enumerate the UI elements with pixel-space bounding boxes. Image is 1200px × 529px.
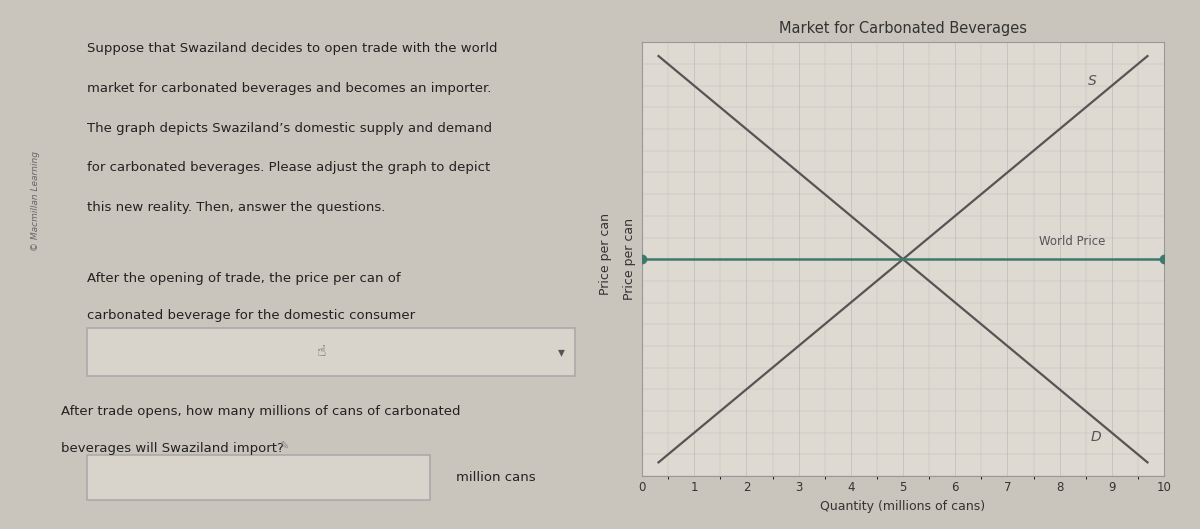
Text: After the opening of trade, the price per can of: After the opening of trade, the price pe… bbox=[86, 272, 401, 286]
Y-axis label: Price per can: Price per can bbox=[624, 218, 636, 300]
Text: market for carbonated beverages and becomes an importer.: market for carbonated beverages and beco… bbox=[86, 82, 491, 95]
Text: S: S bbox=[1088, 75, 1097, 88]
Text: © Macmillan Learning: © Macmillan Learning bbox=[31, 151, 40, 251]
Title: Market for Carbonated Beverages: Market for Carbonated Beverages bbox=[779, 21, 1027, 35]
Text: The graph depicts Swaziland’s domestic supply and demand: The graph depicts Swaziland’s domestic s… bbox=[86, 122, 492, 135]
Text: D: D bbox=[1091, 430, 1102, 444]
Text: ✎: ✎ bbox=[280, 442, 289, 452]
Text: this new reality. Then, answer the questions.: this new reality. Then, answer the quest… bbox=[86, 201, 385, 214]
Text: million cans: million cans bbox=[456, 471, 535, 484]
Text: Suppose that Swaziland decides to open trade with the world: Suppose that Swaziland decides to open t… bbox=[86, 42, 497, 56]
Text: for carbonated beverages. Please adjust the graph to depict: for carbonated beverages. Please adjust … bbox=[86, 161, 490, 175]
Text: ▾: ▾ bbox=[558, 345, 565, 359]
Text: After trade opens, how many millions of cans of carbonated: After trade opens, how many millions of … bbox=[61, 405, 461, 418]
Text: Price per can: Price per can bbox=[600, 213, 612, 295]
FancyBboxPatch shape bbox=[86, 455, 430, 500]
FancyBboxPatch shape bbox=[86, 328, 575, 376]
Text: World Price: World Price bbox=[1039, 235, 1105, 249]
Text: beverages will Swaziland import?: beverages will Swaziland import? bbox=[61, 442, 284, 455]
Text: carbonated beverage for the domestic consumer: carbonated beverage for the domestic con… bbox=[86, 309, 415, 323]
Text: ☝: ☝ bbox=[317, 344, 325, 359]
X-axis label: Quantity (millions of cans): Quantity (millions of cans) bbox=[821, 499, 985, 513]
